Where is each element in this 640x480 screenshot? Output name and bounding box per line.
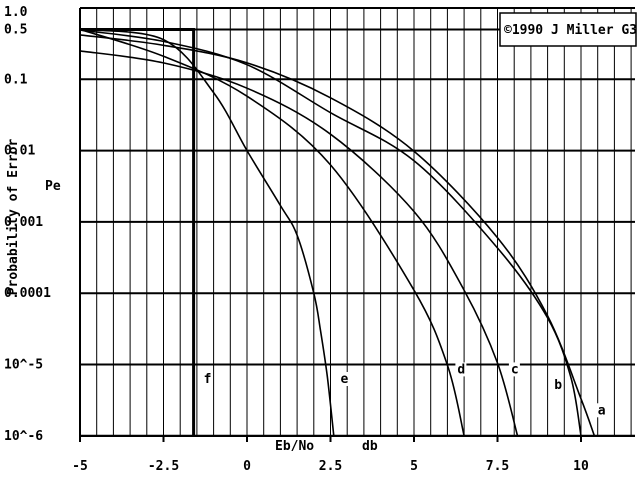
curve-label-b: b [554, 378, 562, 393]
y-tick-label: 0.01 [4, 144, 35, 159]
x-tick-label: -2.5 [148, 459, 179, 474]
series-layer [79, 28, 596, 437]
curve-label-bg [455, 362, 467, 377]
curve-label-bg [552, 378, 564, 393]
curve-label-bg [338, 372, 350, 386]
plot-frame [79, 8, 635, 437]
series-line-d [79, 28, 465, 436]
series-line-f [80, 28, 196, 436]
y-tick-label: 0.001 [4, 215, 43, 230]
y-tick-label: 0.0001 [4, 286, 51, 301]
curve-label-a: a [598, 403, 606, 418]
series-line-c [79, 50, 519, 437]
curve-labels: a b c d e f [201, 362, 607, 418]
curve-label-f: f [204, 372, 212, 387]
curve-label-bg [595, 403, 607, 418]
y-tick-label: 0.5 [4, 23, 27, 38]
x-tick-label: -5 [72, 459, 88, 474]
y-tick-labels: 1.0 0.5 0.1 0.01 0.001 0.0001 10^-5 10^-6 [4, 5, 51, 444]
curve-label-bg [201, 372, 213, 386]
y-tick-label: 1.0 [4, 5, 28, 20]
curve-label-e: e [341, 372, 349, 387]
x-tick-label: 10 [573, 459, 589, 474]
copyright-box [499, 12, 637, 47]
series-line-a [79, 34, 596, 437]
y-axis-title: Probability of Error [6, 139, 21, 296]
y-tick-label: 10^-6 [4, 429, 43, 444]
x-tick-labels: -5 -2.5 0 2.5 5 7.5 10 [72, 436, 589, 474]
x-tick-label: 7.5 [486, 459, 509, 474]
x-tick-label: 0 [243, 459, 251, 474]
series-line-e [79, 28, 335, 436]
x-axis-title: Eb/No [275, 439, 314, 454]
series-line-b [79, 29, 582, 436]
copyright-text: ©1990 J Miller G3 [504, 23, 637, 38]
y-axis-short-label: Pe [45, 179, 61, 194]
curve-label-bg [508, 362, 520, 377]
y-tick-label: 0.1 [4, 72, 28, 87]
curve-label-c: c [511, 362, 519, 377]
y-tick-label: 10^-5 [4, 358, 43, 373]
x-axis-unit: db [362, 439, 378, 454]
x-tick-label: 5 [410, 459, 418, 474]
x-tick-label: 2.5 [319, 459, 342, 474]
curve-label-d: d [457, 362, 465, 377]
